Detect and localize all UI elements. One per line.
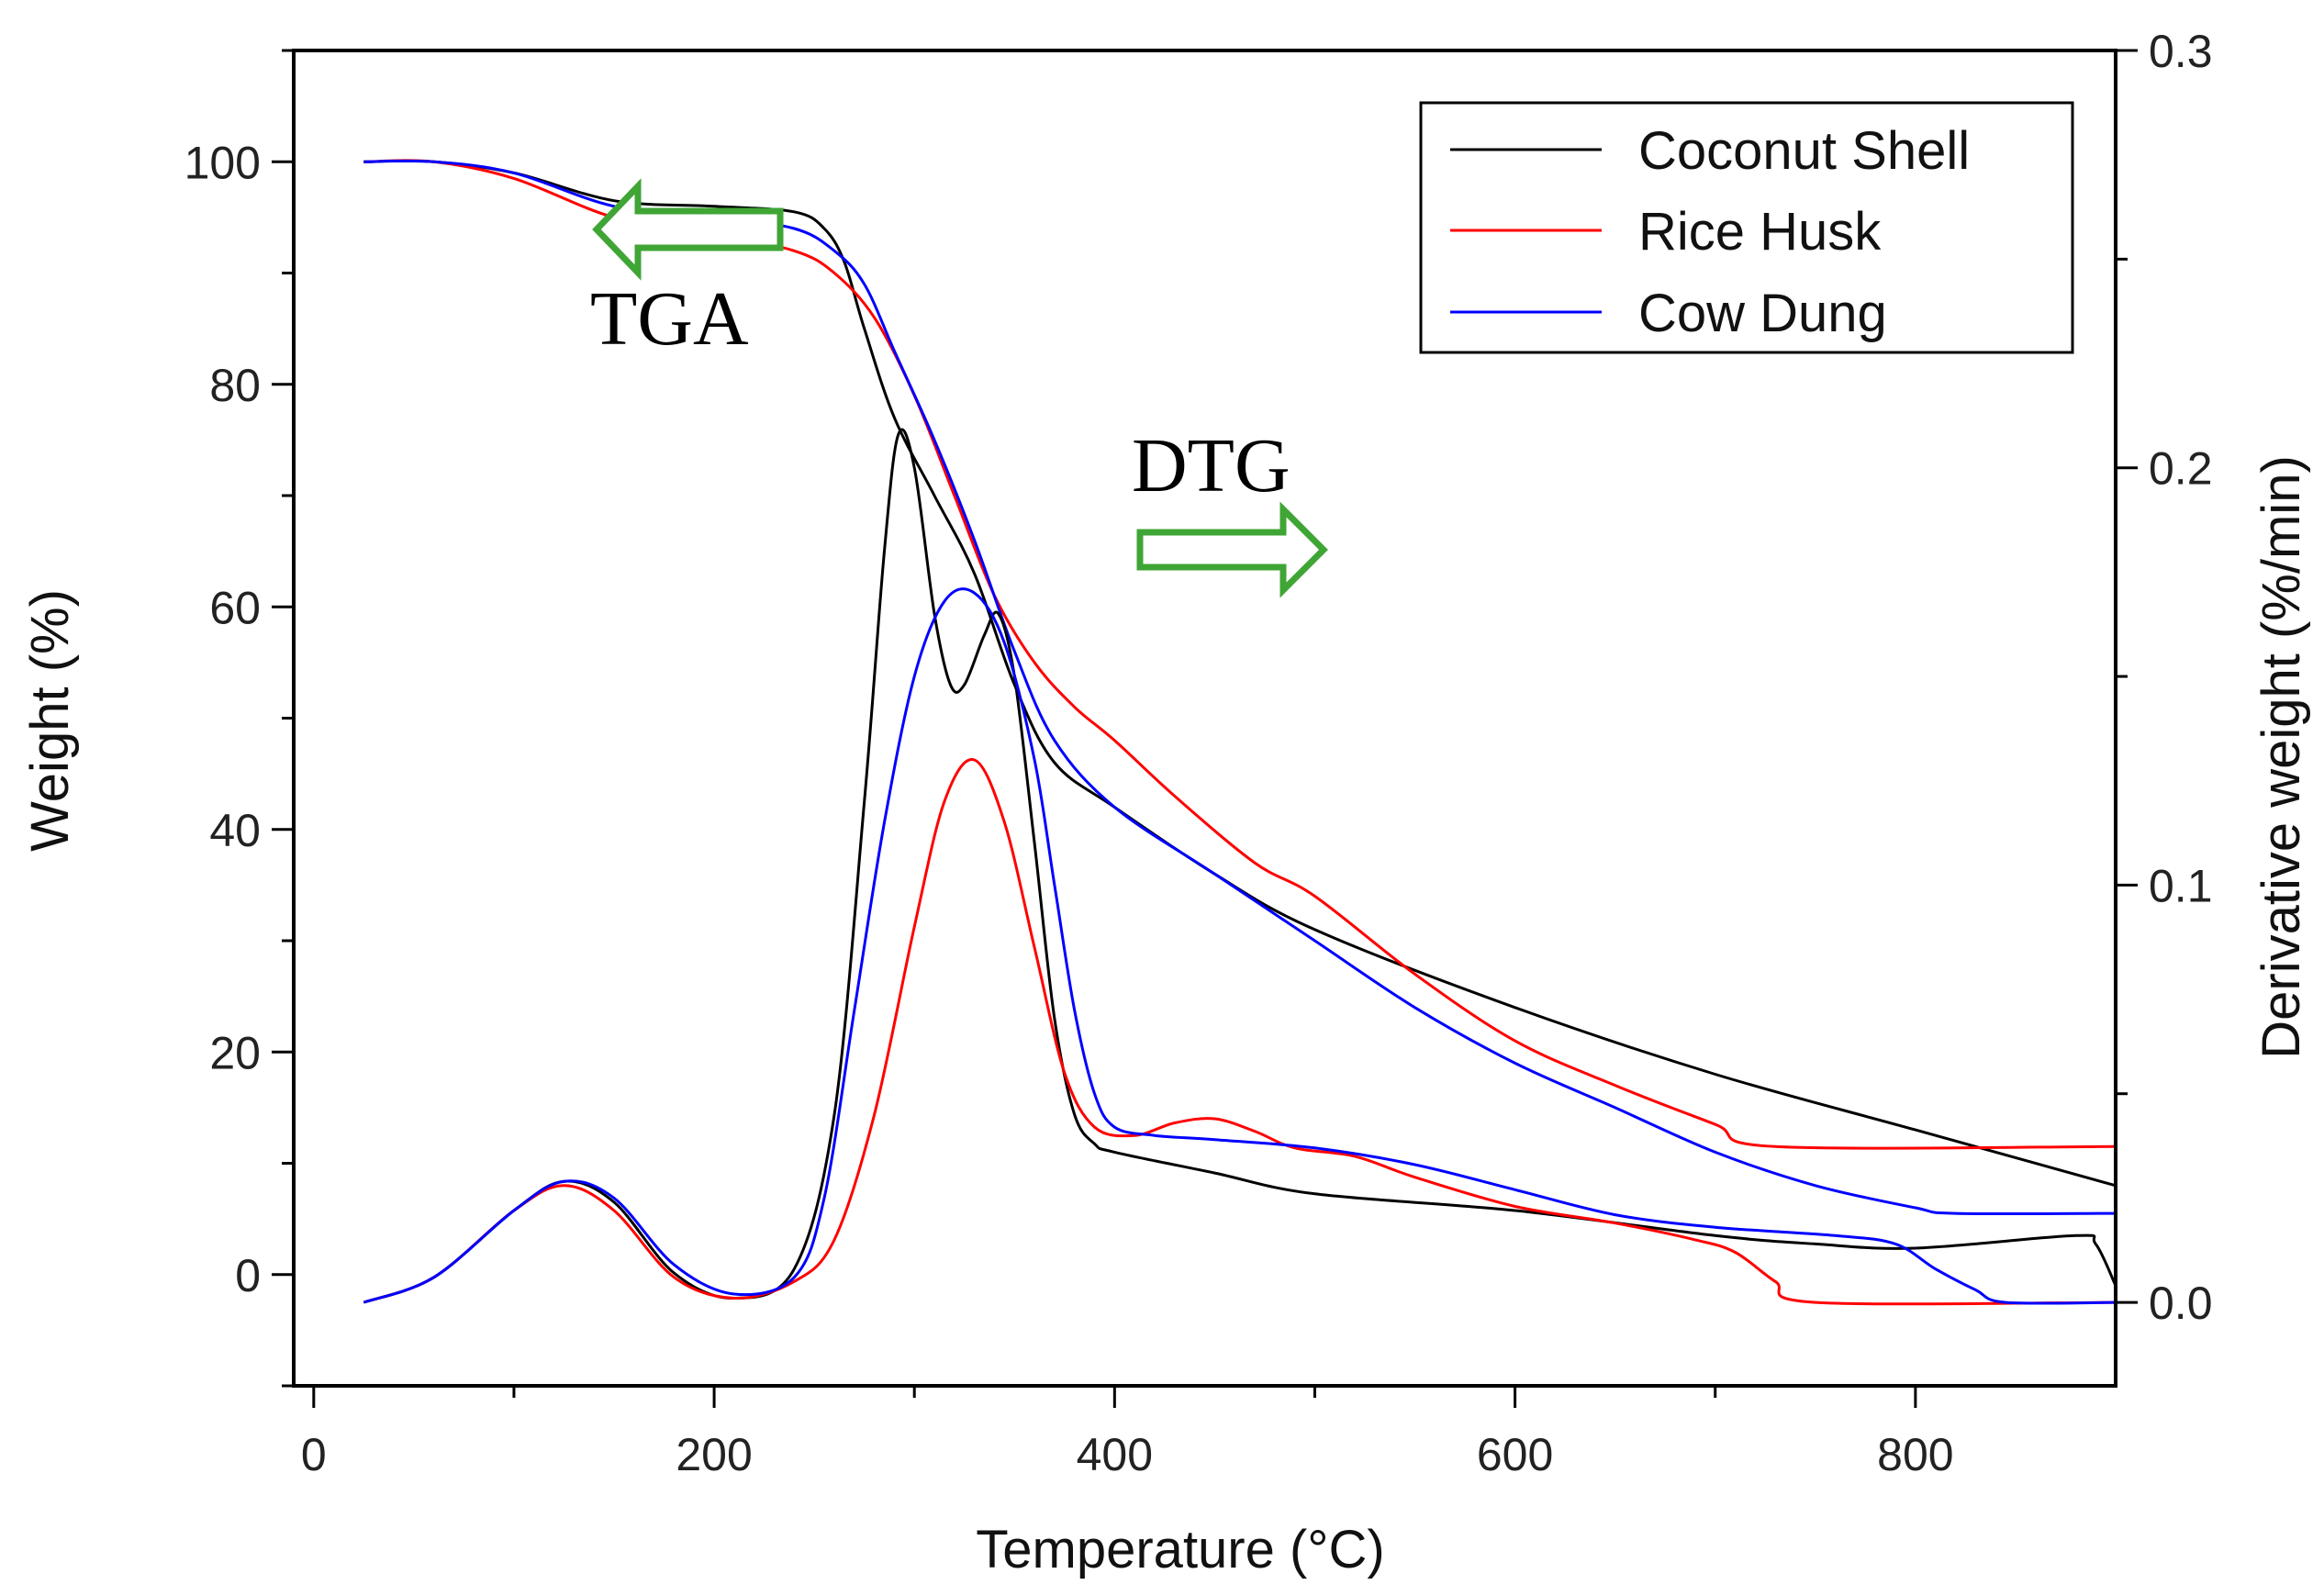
y-left-axis-title: Weight (%) — [20, 589, 80, 852]
y-right-axis-title: Derivative weight (%/min) — [2251, 455, 2311, 1059]
dtg-label: DTG — [1132, 423, 1290, 508]
legend-label-rice-husk: Rice Husk — [1638, 202, 1882, 262]
x-tick-label: 800 — [1877, 1429, 1953, 1480]
dtg-arrow-icon — [1136, 501, 1328, 598]
legend: Coconut Shell Rice Husk Cow Dung — [1419, 101, 2074, 354]
x-tick-label: 0 — [301, 1429, 327, 1480]
y-right-tick-label: 0.3 — [2149, 26, 2213, 77]
y-left-tick-label: 40 — [209, 805, 261, 856]
tga-annotation: TGA — [590, 178, 784, 362]
dtg-line-rice-husk — [363, 758, 2116, 1306]
y-right-tick-label: 0.2 — [2149, 443, 2213, 495]
y-right-tick-label: 0.0 — [2149, 1278, 2213, 1329]
y-left-tick-label: 100 — [184, 137, 261, 188]
dtg-annotation: DTG — [1132, 423, 1328, 598]
y-right-tick-label: 0.1 — [2149, 860, 2213, 911]
x-tick-label: 400 — [1077, 1429, 1153, 1480]
y-left-tick-label: 0 — [235, 1250, 261, 1301]
legend-label-cow-dung: Cow Dung — [1638, 284, 1887, 343]
tga-label: TGA — [590, 276, 749, 362]
dtg-line-cow-dung — [363, 587, 2116, 1305]
y-left-tick-label: 80 — [209, 360, 261, 411]
tga-arrow-icon — [592, 178, 784, 281]
legend-label-coconut-shell: Coconut Shell — [1638, 121, 1970, 181]
x-tick-label: 200 — [676, 1429, 752, 1480]
ticks-layer: 0 200 400 600 800 0 20 40 60 80 100 0.0 0.1 0.2 0.3 — [184, 26, 2213, 1480]
y-left-tick-label: 20 — [209, 1027, 261, 1078]
x-tick-label: 600 — [1477, 1429, 1553, 1480]
x-axis-title: Temperature (°C) — [976, 1520, 1384, 1579]
y-left-tick-label: 60 — [209, 582, 261, 633]
